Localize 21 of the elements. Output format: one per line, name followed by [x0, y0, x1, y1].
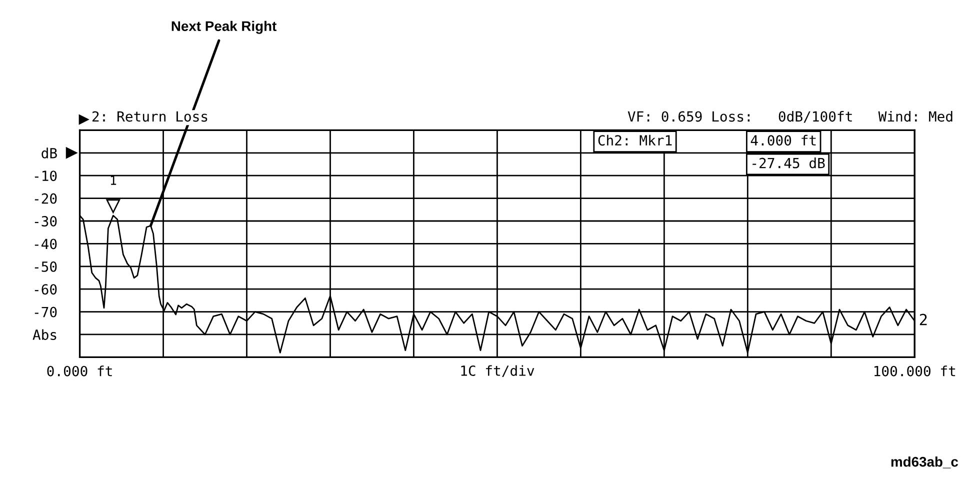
y-tick-label: -70	[34, 306, 57, 318]
annotation: Ch2: Mkr1	[598, 134, 672, 146]
y-tick-label: -10	[34, 170, 57, 182]
y-tick-label: Abs	[32, 329, 56, 340]
chart-subtitle: VF: 0.659 Loss: 0dB/100ft Wind: Med	[628, 110, 952, 123]
annotation: -27.45 dB	[752, 158, 825, 168]
x-tick-label: 0.000 ft	[47, 366, 112, 376]
chart-title: 2: Return Loss	[92, 111, 208, 122]
x-axis-title: 1C ft/div	[461, 365, 534, 378]
annotation: Next Peak Right	[172, 20, 276, 34]
series-label: 2	[920, 314, 927, 326]
y-tick-label: -30	[34, 216, 57, 227]
text: md63ab_c	[891, 456, 958, 468]
annotation: 1	[110, 176, 116, 185]
annotation: 4.000 ft	[750, 134, 816, 146]
x-tick-label: 100.000 ft	[874, 366, 956, 376]
y-tick-label: -60	[34, 284, 57, 295]
y-tick-label: -50	[34, 261, 57, 272]
y-tick-label: -40	[34, 238, 57, 250]
y-tick-label: -20	[34, 193, 57, 204]
y-tick-label: dB	[42, 148, 57, 158]
